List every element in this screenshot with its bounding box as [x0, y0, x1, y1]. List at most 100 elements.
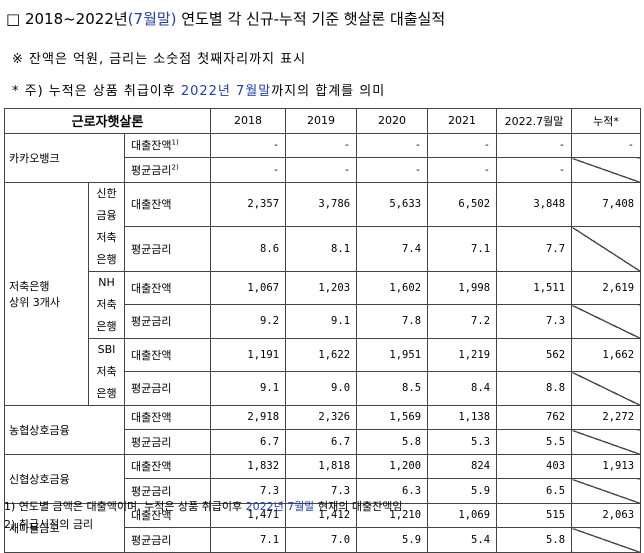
cumulative-note: * 주) 누적은 상품 취급이후 2022년 7월말까지의 합계를 의미: [12, 80, 385, 99]
table-cell: 8.1: [285, 226, 358, 272]
table-cell: 2,326: [285, 404, 358, 430]
table-cell: 1,138: [427, 404, 498, 430]
column-header: 2019: [285, 108, 358, 134]
table-row: 평균금리 7.3 7.3 6.3 5.9 6.5: [5, 478, 642, 504]
table-cell: -: [427, 132, 498, 158]
table-row: NH 저축은행 대출잔액 1,067 1,203 1,602 1,998 1,51…: [5, 270, 642, 339]
table-row: 평균금리 9.2 9.1 7.8 7.2 7.3: [5, 304, 642, 339]
row-label: 평균금리: [123, 371, 212, 406]
row-group-label-line: 저축은행: [9, 279, 50, 293]
table-cell: 5.3: [427, 429, 498, 455]
table-cell: 2,918: [210, 404, 287, 430]
table-cell: 9.2: [210, 304, 287, 339]
table-cell: 8.8: [496, 371, 573, 406]
bank-label-line: NH: [98, 275, 115, 289]
cumulative-note-suffix: 까지의 합계를 의미: [271, 84, 386, 99]
footnote-1-highlight: 2022년 7월말: [245, 500, 315, 513]
title-prefix: □ 2018~2022년: [6, 10, 128, 28]
table-cell: 1,818: [285, 453, 358, 479]
table-cell: 7.3: [496, 304, 573, 339]
table-cell: 7,408: [571, 181, 642, 227]
table-cell: 1,622: [285, 337, 358, 372]
table-cell: 1,951: [356, 337, 429, 372]
table-cell: 562: [496, 337, 573, 372]
table-cell: 6,502: [427, 181, 498, 227]
column-header: 2018: [210, 108, 287, 134]
table-cell: 1,067: [210, 270, 287, 305]
table-cell: 1,203: [285, 270, 358, 305]
row-label: 대출잔액: [123, 181, 212, 227]
footnote-1-prefix: 1) 연도별 금액은 대출액이며, 누적은 상품 취급이후: [4, 500, 246, 513]
row-label: 대출잔액: [123, 270, 212, 305]
table-cell: -: [427, 157, 498, 183]
bank-label: 신한금융 저축은행: [88, 181, 125, 272]
empty-diagonal-cell: [571, 304, 642, 339]
table-cell: 824: [427, 453, 498, 479]
row-label: 대출잔액: [123, 337, 212, 372]
table-row: 평균금리 9.1 9.0 8.5 8.4 8.8: [5, 371, 642, 406]
table-cell: 1,913: [571, 453, 642, 479]
row-label-text: 대출잔액: [131, 139, 172, 153]
empty-diagonal-cell: [571, 429, 642, 455]
empty-diagonal-cell: [571, 478, 642, 504]
footnote-1: 1) 연도별 금액은 대출액이며, 누적은 상품 취급이후 2022년 7월말 …: [4, 498, 402, 514]
table-row: 신협상호금융 대출잔액 1,832 1,818 1,200 824 403 1,…: [4, 453, 642, 504]
empty-diagonal-cell: [571, 527, 642, 553]
table-cell: 7.1: [210, 527, 287, 553]
table-cell: 1,471: [210, 502, 287, 528]
table-cell: 2,272: [571, 404, 642, 430]
table-cell: 8.5: [356, 371, 429, 406]
row-group-label: 저축은행 상위 3개사: [4, 181, 89, 406]
unit-note: ※ 잔액은 억원, 금리는 소숫점 첫째자리까지 표시: [12, 52, 307, 67]
table-cell: 1,200: [356, 453, 429, 479]
table-cell: 2,619: [571, 270, 642, 305]
table-cell: 5,633: [356, 181, 429, 227]
column-header: 누적*: [571, 108, 642, 134]
row-label: 평균금리: [123, 304, 212, 339]
table-row: 평균금리 8.6 8.1 7.4 7.1 7.7: [5, 226, 642, 272]
title-highlight: (7월말): [127, 10, 177, 28]
table-row: 카카오뱅크 대출잔액1) - - - - - -: [4, 132, 642, 183]
bank-label-line: 신한금융: [96, 186, 117, 222]
table-cell: -: [496, 132, 573, 158]
row-label: 대출잔액: [123, 453, 212, 479]
table-cell: 3,786: [285, 181, 358, 227]
title-suffix: 연도별 각 신규-누적 기준 햇살론 대출실적: [176, 10, 446, 28]
table-cell: -: [285, 157, 358, 183]
table-cell: -: [496, 157, 573, 183]
row-label-text: 평균금리: [131, 163, 172, 177]
table-cell: 6.3: [356, 478, 429, 504]
footnote-1-suffix: 현재의 대출잔액임: [314, 500, 403, 513]
column-header: 2021: [427, 108, 498, 134]
table-cell: 6.7: [285, 429, 358, 455]
table-cell: 1,210: [356, 502, 429, 528]
table-row: 농협상호금융 대출잔액 2,918 2,326 1,569 1,138 762 …: [4, 404, 642, 455]
bank-label-line: SBI: [97, 342, 116, 356]
empty-diagonal-cell: [571, 226, 642, 272]
table-cell: -: [210, 132, 287, 158]
table-cell: 1,832: [210, 453, 287, 479]
row-label: 평균금리2): [123, 157, 212, 183]
table-cell: 7.2: [427, 304, 498, 339]
cumulative-note-prefix: * 주) 누적은 상품 취급이후: [12, 84, 181, 99]
table-cell: 1,998: [427, 270, 498, 305]
table-cell: 5.4: [427, 527, 498, 553]
table-cell: 9.1: [285, 304, 358, 339]
footnote-marker: 1): [171, 138, 179, 147]
cumulative-note-highlight: 2022년 7월말: [180, 84, 272, 99]
row-group-label: 농협상호금융: [4, 404, 125, 455]
table-cell: 7.1: [427, 226, 498, 272]
table-cell: 7.4: [356, 226, 429, 272]
table-cell: 1,219: [427, 337, 498, 372]
table-cell: -: [571, 132, 642, 158]
table-cell: 7.8: [356, 304, 429, 339]
table-row: 저축은행 상위 3개사 신한금융 저축은행 대출잔액 2,357 3,786 5,6…: [4, 181, 642, 406]
footnote-2: 2) 취급시점의 금리: [4, 518, 94, 531]
table-cell: 9.0: [285, 371, 358, 406]
table-row: 평균금리 6.7 6.7 5.8 5.3 5.5: [5, 429, 642, 455]
table-cell: -: [356, 157, 429, 183]
table-cell: 2,063: [571, 502, 642, 528]
row-label: 대출잔액: [123, 404, 212, 430]
empty-diagonal-cell: [571, 157, 642, 183]
column-header: 2020: [356, 108, 429, 134]
